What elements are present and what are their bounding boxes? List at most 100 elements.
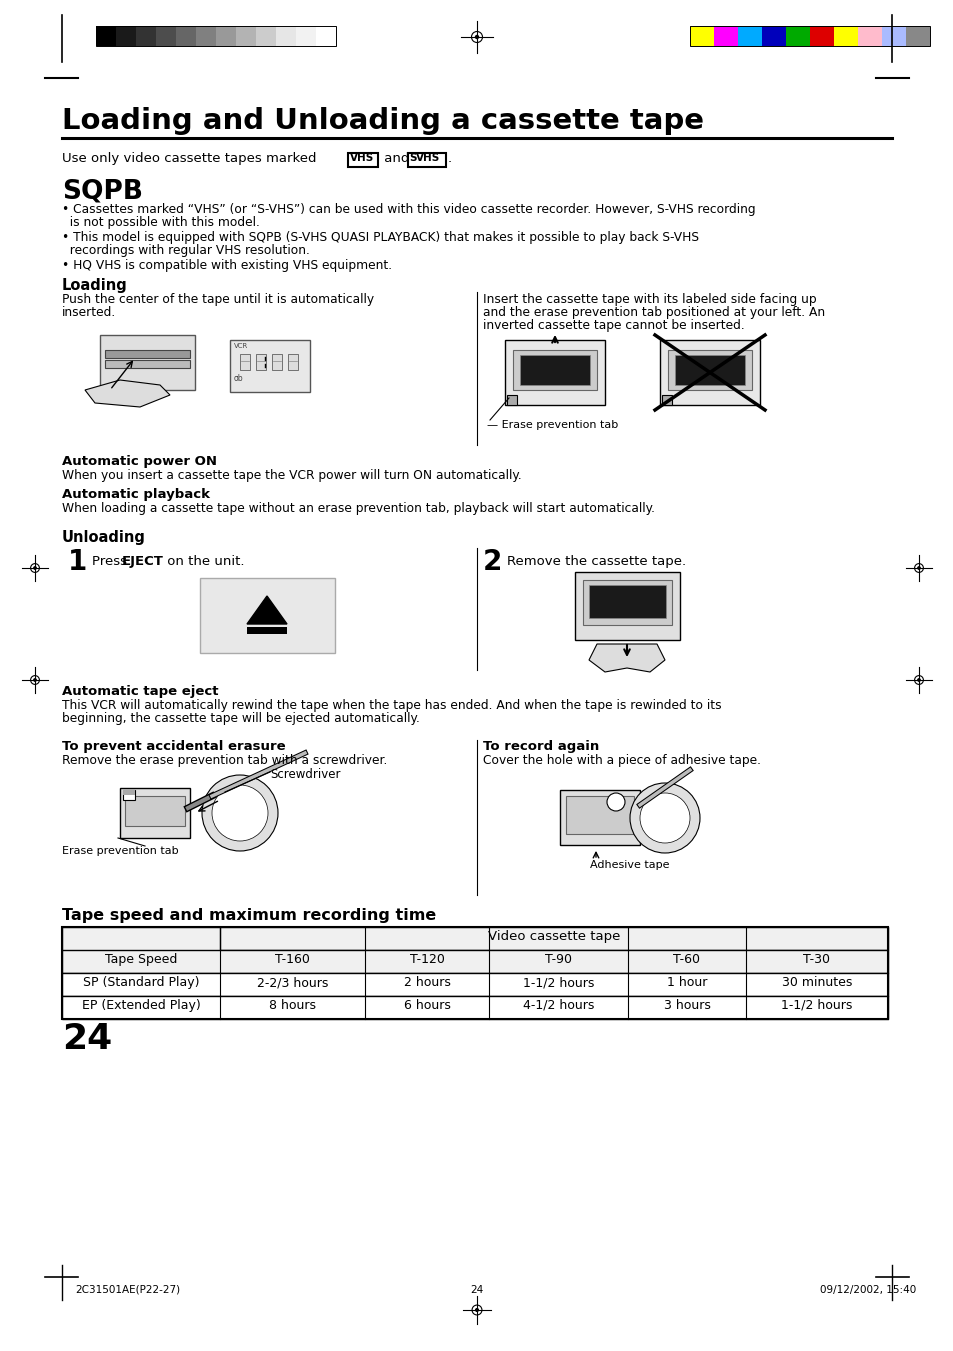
Bar — [661, 394, 671, 405]
Text: recordings with regular VHS resolution.: recordings with regular VHS resolution. — [62, 245, 310, 257]
Bar — [689, 26, 713, 46]
Text: SP (Standard Play): SP (Standard Play) — [83, 975, 199, 989]
Text: Remove the cassette tape.: Remove the cassette tape. — [506, 555, 685, 567]
Text: 1-1/2 hours: 1-1/2 hours — [522, 975, 594, 989]
Bar — [136, 26, 156, 46]
Text: • HQ VHS is compatible with existing VHS equipment.: • HQ VHS is compatible with existing VHS… — [62, 259, 392, 272]
Bar — [315, 26, 335, 46]
Text: Screwdriver: Screwdriver — [270, 767, 340, 781]
Text: T-60: T-60 — [673, 952, 700, 966]
Bar — [247, 627, 287, 634]
Bar — [240, 354, 250, 370]
Bar — [504, 340, 604, 405]
Polygon shape — [247, 596, 287, 624]
Bar — [408, 153, 446, 168]
Bar — [62, 950, 887, 973]
Text: Remove the erase prevention tab with a screwdriver.: Remove the erase prevention tab with a s… — [62, 754, 387, 767]
Bar — [785, 26, 809, 46]
Text: Push the center of the tape until it is automatically: Push the center of the tape until it is … — [62, 293, 374, 305]
Circle shape — [639, 793, 689, 843]
Bar — [255, 354, 266, 370]
Bar — [513, 350, 597, 390]
Text: Video cassette tape: Video cassette tape — [487, 929, 619, 943]
Bar — [588, 585, 665, 617]
Text: Tape speed and maximum recording time: Tape speed and maximum recording time — [62, 908, 436, 923]
Bar — [105, 359, 190, 367]
Text: 2C31501AE(P22-27): 2C31501AE(P22-27) — [75, 1285, 180, 1296]
Bar — [200, 578, 335, 653]
Circle shape — [202, 775, 277, 851]
Circle shape — [917, 567, 920, 569]
Circle shape — [475, 35, 478, 38]
Text: T-160: T-160 — [274, 952, 310, 966]
Bar — [882, 26, 905, 46]
Text: 6 hours: 6 hours — [403, 998, 450, 1012]
Circle shape — [476, 1309, 477, 1312]
Text: Use only video cassette tapes marked: Use only video cassette tapes marked — [62, 153, 325, 165]
Polygon shape — [588, 644, 664, 671]
Text: T-120: T-120 — [409, 952, 444, 966]
Text: Press: Press — [91, 555, 132, 567]
Bar — [195, 26, 215, 46]
Bar — [295, 26, 315, 46]
Text: 24: 24 — [470, 1285, 483, 1296]
Text: Unloading: Unloading — [62, 530, 146, 544]
Text: Loading: Loading — [62, 278, 128, 293]
Bar — [506, 394, 517, 405]
Text: VCR: VCR — [233, 343, 248, 349]
Text: 8 hours: 8 hours — [269, 998, 315, 1012]
Bar — [582, 580, 671, 626]
Text: 2: 2 — [482, 549, 502, 576]
Bar — [62, 996, 887, 1019]
Text: 3 hours: 3 hours — [663, 998, 710, 1012]
Circle shape — [629, 784, 700, 852]
Bar — [125, 796, 185, 825]
Text: inverted cassette tape cannot be inserted.: inverted cassette tape cannot be inserte… — [482, 319, 744, 332]
Text: 1 hour: 1 hour — [666, 975, 706, 989]
Circle shape — [212, 785, 268, 842]
Bar — [235, 26, 255, 46]
Bar — [833, 26, 857, 46]
Text: T-90: T-90 — [544, 952, 572, 966]
Text: To record again: To record again — [482, 740, 598, 753]
Text: • This model is equipped with SQPB (S-VHS QUASI PLAYBACK) that makes it possible: • This model is equipped with SQPB (S-VH… — [62, 231, 699, 245]
Circle shape — [33, 678, 36, 681]
Text: VHS: VHS — [416, 153, 439, 163]
Bar — [96, 26, 335, 46]
Bar — [100, 335, 194, 390]
Circle shape — [33, 567, 36, 569]
Text: Automatic power ON: Automatic power ON — [62, 455, 216, 467]
Text: 1-1/2 hours: 1-1/2 hours — [781, 998, 852, 1012]
Bar — [675, 355, 744, 385]
Polygon shape — [85, 380, 170, 407]
Text: Automatic tape eject: Automatic tape eject — [62, 685, 218, 698]
Text: When you insert a cassette tape the VCR power will turn ON automatically.: When you insert a cassette tape the VCR … — [62, 469, 521, 482]
Text: Insert the cassette tape with its labeled side facing up: Insert the cassette tape with its labele… — [482, 293, 816, 305]
Bar — [120, 788, 190, 838]
Text: 2 hours: 2 hours — [403, 975, 450, 989]
Bar — [348, 153, 377, 168]
Bar — [175, 26, 195, 46]
Bar — [565, 796, 634, 834]
Bar — [905, 26, 929, 46]
Text: 4-1/2 hours: 4-1/2 hours — [522, 998, 594, 1012]
Bar — [713, 26, 738, 46]
Text: • Cassettes marked “VHS” (or “S-VHS”) can be used with this video cassette recor: • Cassettes marked “VHS” (or “S-VHS”) ca… — [62, 203, 755, 216]
Bar — [116, 26, 136, 46]
Bar — [105, 350, 190, 358]
Text: Adhesive tape: Adhesive tape — [589, 861, 669, 870]
Bar — [123, 790, 135, 800]
Bar — [288, 354, 297, 370]
Text: EP (Extended Play): EP (Extended Play) — [82, 998, 200, 1012]
Text: SQPB: SQPB — [62, 178, 143, 204]
Bar — [761, 26, 785, 46]
Text: Erase prevention tab: Erase prevention tab — [62, 846, 178, 857]
Bar — [272, 354, 282, 370]
Bar — [575, 571, 679, 640]
Text: — Erase prevention tab: — Erase prevention tab — [486, 420, 618, 430]
Text: 24: 24 — [62, 1021, 112, 1056]
Text: S: S — [409, 153, 416, 163]
Bar — [96, 26, 116, 46]
Bar — [809, 26, 833, 46]
Text: Cover the hole with a piece of adhesive tape.: Cover the hole with a piece of adhesive … — [482, 754, 760, 767]
